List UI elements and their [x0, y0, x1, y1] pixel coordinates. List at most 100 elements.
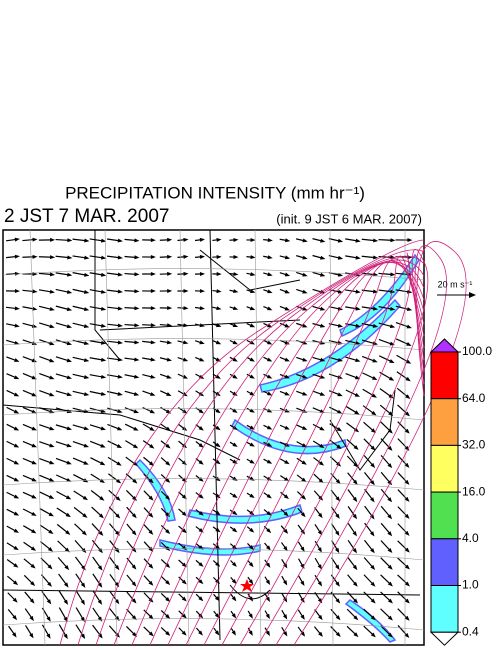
- wind-arrow-head: [66, 443, 72, 448]
- wind-arrow-head: [13, 443, 20, 448]
- wind-arrow-head: [31, 494, 37, 499]
- wind-arrow-head: [249, 374, 255, 379]
- wind-arrow-head: [406, 307, 413, 312]
- lat-line: [2, 268, 425, 281]
- wind-arrow-head: [302, 323, 308, 328]
- wind-arrow-head: [352, 564, 358, 571]
- wind-arrow-head: [48, 529, 54, 535]
- wind-arrow-head: [131, 564, 137, 570]
- wind-arrow-head: [29, 598, 35, 604]
- wind-arrow-head: [355, 255, 361, 260]
- wind-arrow-head: [133, 409, 139, 414]
- wind-arrow-head: [131, 530, 137, 536]
- wind-arrow-head: [215, 527, 221, 533]
- wind-arrow-head: [405, 394, 411, 399]
- wind-arrow-head: [215, 459, 221, 465]
- reference-arrow-head: [469, 292, 476, 298]
- wind-arrow-head: [150, 289, 156, 294]
- wind-arrow-head: [165, 443, 171, 449]
- wind-arrow-head: [354, 410, 360, 415]
- wind-arrow-head: [165, 563, 171, 568]
- wind-arrow-head: [31, 409, 37, 414]
- wind-arrow-head: [133, 391, 140, 396]
- wind-arrow-head: [215, 493, 221, 499]
- wind-arrow-head: [13, 375, 20, 380]
- map: [2, 229, 467, 646]
- wind-arrow-head: [132, 496, 138, 501]
- wind-arrow-head: [14, 254, 20, 259]
- wind-arrow-head: [148, 478, 154, 484]
- wind-arrow-head: [388, 376, 395, 381]
- contour: [113, 259, 425, 646]
- wind-arrow-head: [149, 444, 155, 449]
- wind-arrow-head: [49, 426, 55, 431]
- wind-arrow-head: [117, 426, 123, 431]
- wind-arrow-head: [100, 357, 107, 362]
- wind-arrow-head: [167, 288, 173, 293]
- wind-arrow-head: [32, 254, 38, 259]
- wind-arrow-head: [266, 357, 273, 362]
- wind-arrow-head: [114, 615, 120, 622]
- wind-arrow-head: [318, 631, 323, 637]
- wind-arrow-head: [317, 614, 323, 621]
- colorbar-label: 100.0: [462, 344, 492, 358]
- wind-arrow-head: [404, 598, 410, 604]
- contour: [203, 258, 425, 646]
- wind-arrow-head: [49, 443, 55, 448]
- wind-arrow-head: [49, 324, 55, 329]
- lat-line: [2, 338, 425, 351]
- wind-arrow-head: [215, 340, 222, 345]
- wind-arrow-head: [31, 477, 37, 482]
- wind-arrow-head: [84, 255, 90, 260]
- wind-arrow-head: [49, 341, 55, 346]
- wind-arrow-head: [405, 376, 411, 382]
- valid-time: 2 JST 7 MAR. 2007: [4, 206, 169, 227]
- wind-arrow-head: [387, 428, 393, 434]
- wind-arrow-head: [248, 579, 254, 585]
- wind-arrow-head: [31, 460, 37, 465]
- wind-arrow-head: [66, 460, 72, 465]
- wind-arrow-head: [134, 272, 140, 277]
- wind-arrow-head: [167, 271, 173, 276]
- wind-arrow-head: [165, 529, 171, 535]
- wind-arrow-head: [166, 392, 172, 397]
- wind-arrow-head: [319, 392, 326, 396]
- wind-arrow-head: [283, 545, 288, 552]
- wind-arrow-head: [31, 358, 38, 363]
- wind-arrow-head: [231, 596, 237, 602]
- wind-arrow-head: [198, 596, 204, 602]
- wind-arrow-head: [150, 340, 156, 345]
- wind-arrow-head: [80, 633, 86, 639]
- contour: [221, 255, 425, 646]
- wind-arrow-head: [47, 564, 53, 570]
- wind-arrow-head: [284, 289, 290, 294]
- wind-arrow-head: [214, 596, 220, 602]
- wind-arrow-head: [320, 323, 326, 328]
- wind-arrow-head: [370, 445, 376, 451]
- wind-arrow-head: [117, 340, 123, 345]
- wind-arrow-head: [215, 544, 221, 550]
- colorbar-box: [430, 491, 459, 540]
- wind-arrow-head: [320, 306, 326, 311]
- wind-arrow-head: [166, 357, 172, 362]
- contour: [257, 249, 429, 646]
- wind-arrow-head: [99, 496, 105, 501]
- wind-arrow-head: [166, 340, 173, 345]
- wind-arrow-head: [335, 530, 340, 537]
- wind-arrow-head: [266, 425, 273, 430]
- wind-arrow-head: [233, 272, 239, 277]
- wind-arrow-head: [46, 599, 52, 605]
- wind-arrow-head: [83, 358, 90, 362]
- wind-arrow-head: [319, 409, 326, 414]
- wind-arrow-head: [302, 255, 308, 260]
- wind-arrow-head: [266, 442, 273, 447]
- wind-arrow-head: [134, 323, 140, 328]
- wind-arrow-head: [265, 596, 271, 603]
- rain-band: [159, 539, 261, 556]
- wind-arrow-head: [80, 599, 85, 606]
- wind-arrow-head: [148, 546, 154, 552]
- wind-arrow-head: [82, 495, 89, 501]
- wind-arrow-head: [266, 408, 273, 413]
- wind-arrow-head: [337, 375, 343, 379]
- wind-arrow-head: [183, 254, 189, 259]
